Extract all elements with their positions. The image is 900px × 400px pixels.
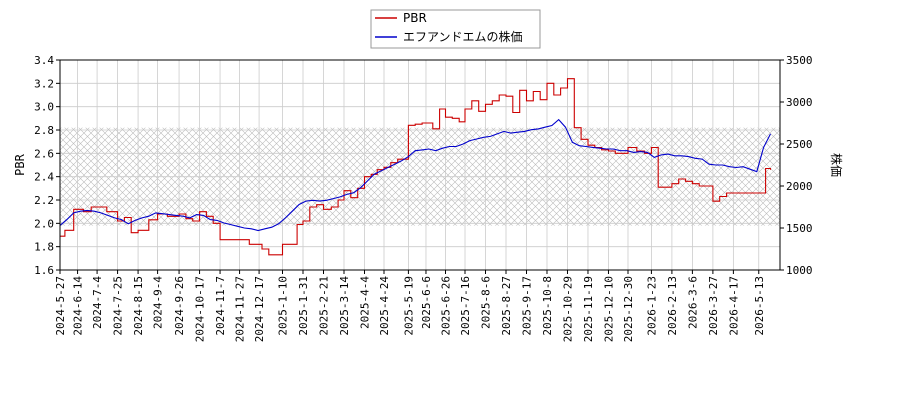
x-tick-label: 2025-4-24 — [378, 276, 391, 336]
y-tick-label-left: 1.8 — [34, 241, 54, 254]
y-tick-label-left: 3.2 — [34, 77, 54, 90]
y-tick-label-left: 1.6 — [34, 264, 54, 277]
legend: PBR エフアンドエムの株価 — [370, 9, 541, 49]
y-axis-label-right: 株価 — [829, 153, 844, 177]
x-tick-label: 2024-5-27 — [54, 276, 67, 336]
series-line-pbr — [60, 78, 772, 256]
series-line-stock-price — [60, 118, 771, 232]
y-tick-label-left: 3.4 — [34, 54, 54, 67]
x-tick-label: 2026-5-13 — [753, 276, 766, 336]
y-tick-label-right: 3000 — [786, 96, 813, 109]
x-tick-label: 2024-7-4 — [91, 276, 104, 329]
x-tick-label: 2024-12-17 — [253, 276, 266, 342]
y-axis-label-left: PBR — [13, 153, 27, 175]
x-tick-label: 2025-7-16 — [459, 276, 472, 336]
y-tick-label-left: 2.4 — [34, 171, 54, 184]
y-tick-label-left: 2.8 — [34, 124, 54, 137]
series-layer — [60, 78, 772, 256]
legend-label-pbr: PBR — [403, 11, 427, 25]
x-tick-label: 2024-7-25 — [112, 276, 125, 336]
y-tick-label-left: 2.6 — [34, 147, 54, 160]
x-tick-label: 2025-6-26 — [439, 276, 452, 336]
x-tick-label: 2025-12-10 — [602, 276, 615, 342]
x-tick-label: 2026-3-27 — [707, 276, 720, 336]
x-tick-label: 2025-12-30 — [622, 276, 635, 342]
y-tick-label-left: 2.0 — [34, 217, 54, 230]
x-tick-label: 2024-8-15 — [132, 276, 145, 336]
x-tick-label: 2024-9-26 — [173, 276, 186, 336]
x-tick-label: 2025-10-29 — [561, 276, 574, 342]
x-tick-label: 2025-1-31 — [297, 276, 310, 336]
x-tick-label: 2025-10-8 — [541, 276, 554, 336]
x-tick-label: 2025-3-14 — [338, 276, 351, 336]
x-tick-label: 2026-1-23 — [645, 276, 658, 336]
x-tick-label: 2025-4-4 — [358, 276, 371, 329]
plot-frame — [59, 59, 781, 271]
x-tick-label: 2024-6-14 — [72, 276, 85, 336]
x-tick-label: 2025-8-27 — [500, 276, 513, 336]
x-tick-label: 2024-10-17 — [194, 276, 207, 342]
y-tick-label-left: 2.2 — [34, 194, 54, 207]
y-tick-label-right: 2000 — [786, 180, 813, 193]
x-tick-label: 2025-6-6 — [420, 276, 433, 329]
grid — [59, 59, 780, 271]
x-tick-label: 2026-4-17 — [727, 276, 740, 336]
y-tick-label-right: 3500 — [786, 54, 813, 67]
y-tick-label-left: 3.0 — [34, 101, 54, 114]
x-tick-label: 2025-5-19 — [402, 276, 415, 336]
x-tick-label: 2025-2-21 — [317, 276, 330, 336]
y-tick-label-right: 1000 — [786, 264, 813, 277]
x-tick-label: 2025-9-17 — [520, 276, 533, 336]
x-tick-label: 2025-1-10 — [277, 276, 290, 336]
x-tick-label: 2025-11-19 — [582, 276, 595, 342]
legend-box — [370, 9, 541, 49]
x-tick-label: 2026-2-13 — [666, 276, 679, 336]
y-tick-label-right: 2500 — [786, 138, 813, 151]
x-tick-label: 2024-11-7 — [214, 276, 227, 336]
y-tick-label-right: 1500 — [786, 222, 813, 235]
x-tick-label: 2024-9-4 — [152, 276, 165, 329]
x-tick-label: 2025-8-6 — [480, 276, 493, 329]
axes-layer: 1.6 1.8 2.0 2.2 2.4 2.6 2.8 3.0 3.2 3.4 1000 1500 20… — [34, 54, 812, 342]
x-tick-label: 2026-3-6 — [686, 276, 699, 329]
legend-label-stock-price: エフアンドエムの株価 — [403, 29, 523, 44]
x-tick-label: 2024-11-27 — [234, 276, 247, 342]
